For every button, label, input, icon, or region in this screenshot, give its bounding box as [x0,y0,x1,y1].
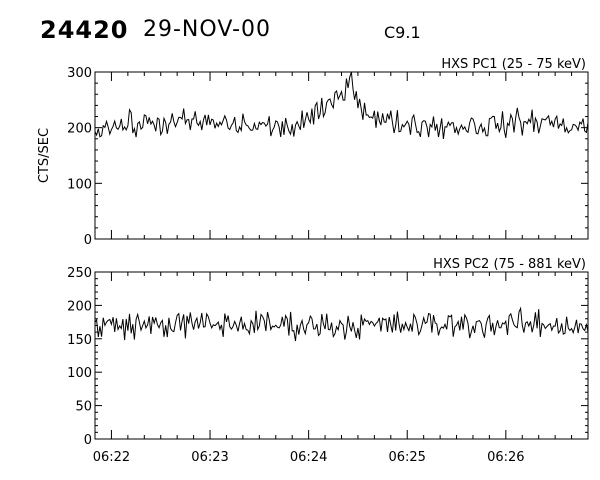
y-axis-label: CTS/SEC [37,128,52,183]
x-tick-label: 06:24 [290,450,327,465]
panel-title: HXS PC2 (75 - 881 keV) [433,257,586,272]
burst-number: 24420 [40,16,129,44]
y-tick-label: 100 [67,177,92,192]
x-tick-label: 06:23 [191,450,228,465]
x-tick-label: 06:26 [487,450,524,465]
y-tick-label: 150 [67,333,92,348]
flare-class: C9.1 [384,23,421,42]
panel-2: 0 50 100 150 200 250 06:22 06:23 06:24 06:25 06:26… [67,257,589,465]
panel-1: 0 100 200 300 HXS PC1 (25 - 75 keV) CTS/SEC [37,57,589,248]
data-line-series-1 [94,71,589,139]
x-tick-label: 06:25 [388,450,425,465]
y-tick-label: 100 [67,366,92,381]
plot-frame [94,71,589,240]
y-tick-label: 200 [67,122,92,137]
y-tick-label: 0 [84,433,92,448]
x-tick-label: 06:22 [93,450,130,465]
panel-title: HXS PC1 (25 - 75 keV) [441,57,586,72]
burst-date: 29-NOV-00 [143,17,272,42]
y-tick-label: 300 [67,66,92,81]
data-line-series-1 [94,306,589,342]
y-tick-label: 250 [67,266,92,281]
y-tick-label: 200 [67,299,92,314]
plot-frame [94,271,589,440]
y-tick-label: 0 [84,233,92,248]
y-tick-label: 50 [75,400,92,415]
